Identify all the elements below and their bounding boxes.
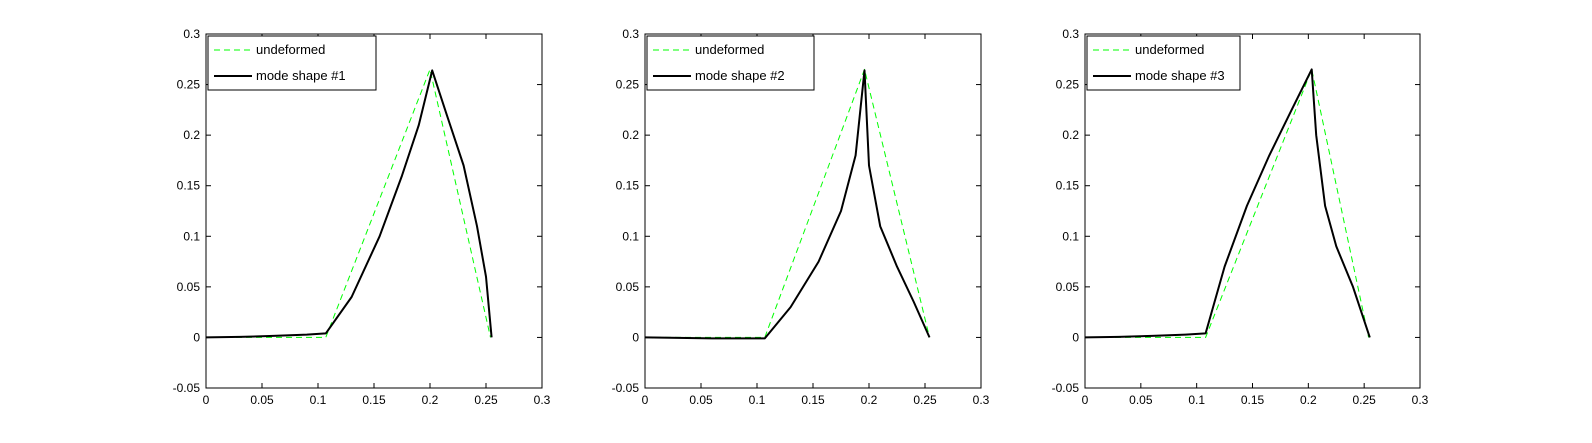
chart-panel-1: 0 0.05 0.1 0.15 0.2 0.25 0.3-0.0500.050.10.150… [173,27,551,407]
x-tick-label: 0 [203,393,210,407]
legend-label: mode shape #3 [1135,68,1225,83]
series-line-mode-shape [205,69,493,339]
y-axis: -0.05 0 0.05 0.1 0.15 0.2 0.25 0.3 [612,27,981,395]
x-tick-label: 0.3 [1412,393,1429,407]
chart-panel-3: 0 0.05 0.1 0.15 0.2 0.25 0.3-0.0500.050.10.150… [1052,27,1429,407]
x-tick-label: 0 [1082,393,1089,407]
legend: undeformed mode shape #1 [207,35,377,91]
y-tick-label: 0.1 [1062,229,1079,243]
legend-box [1086,35,1241,91]
series-line-undeformed [645,68,930,338]
x-axis: 0 0.05 0.1 0.15 0.2 0.25 0.3 [203,34,551,407]
x-tick-label: 0.15 [362,393,386,407]
x-axis: 0 0.05 0.1 0.15 0.2 0.25 0.3 [1082,34,1429,407]
x-tick-label: 0.15 [1241,393,1265,407]
chart-panel-2: 0 0.05 0.1 0.15 0.2 0.25 0.3-0.0500.050.10.150… [612,27,990,407]
y-tick-label: 0.1 [622,229,639,243]
x-tick-label: 0.05 [689,393,713,407]
y-tick-label: 0 [632,330,639,344]
x-tick-label: 0.3 [973,393,990,407]
y-tick-label: 0.15 [616,179,640,193]
y-tick-label: 0.2 [183,128,200,142]
series-line-mode-shape [644,69,931,340]
axes-box [1084,33,1421,389]
legend-box [207,35,377,91]
y-tick-label: 0.1 [183,229,200,243]
series-line-undeformed [206,68,491,338]
legend-label: undeformed [256,42,325,57]
legend-box [646,35,815,91]
x-tick-label: 0.25 [1352,393,1376,407]
legend-label: undeformed [1135,42,1204,57]
y-tick-label: 0.15 [177,179,201,193]
x-tick-label: 0.2 [1300,393,1317,407]
y-tick-label: 0.3 [622,27,639,41]
legend: undeformed mode shape #2 [646,35,815,91]
x-tick-label: 0.1 [1188,393,1205,407]
y-tick-label: 0.2 [622,128,639,142]
y-tick-label: 0.05 [616,280,640,294]
y-tick-label: 0.2 [1062,128,1079,142]
y-tick-label: 0.25 [1056,78,1080,92]
y-tick-label: -0.05 [612,381,640,395]
y-tick-label: 0.25 [177,78,201,92]
series-line-mode-shape [1084,68,1371,339]
x-tick-label: 0.1 [749,393,766,407]
x-tick-label: 0.25 [474,393,498,407]
x-tick-label: 0.05 [250,393,274,407]
y-tick-label: 0.3 [183,27,200,41]
y-tick-label: 0.25 [616,78,640,92]
y-tick-label: 0 [193,330,200,344]
x-tick-label: 0.3 [534,393,551,407]
x-tick-label: 0.05 [1129,393,1153,407]
y-tick-label: -0.05 [173,381,201,395]
x-tick-label: 0 [642,393,649,407]
x-tick-label: 0.25 [913,393,937,407]
legend-label: mode shape #2 [695,68,785,83]
x-tick-label: 0.2 [422,393,439,407]
y-tick-label: 0.15 [1056,179,1080,193]
x-axis: 0 0.05 0.1 0.15 0.2 0.25 0.3 [642,34,990,407]
y-tick-label: 0.3 [1062,27,1079,41]
series-line-undeformed [1085,68,1370,338]
x-tick-label: 0.2 [861,393,878,407]
y-tick-label: -0.05 [1052,381,1080,395]
y-axis: -0.05 0 0.05 0.1 0.15 0.2 0.25 0.3 [173,27,542,395]
legend: undeformed mode shape #3 [1086,35,1241,91]
legend-label: undeformed [695,42,764,57]
axes-box [205,33,543,389]
y-tick-label: 0.05 [177,280,201,294]
y-tick-label: 0 [1072,330,1079,344]
x-tick-label: 0.1 [310,393,327,407]
legend-label: mode shape #1 [256,68,346,83]
x-tick-label: 0.15 [801,393,825,407]
y-tick-label: 0.05 [1056,280,1080,294]
